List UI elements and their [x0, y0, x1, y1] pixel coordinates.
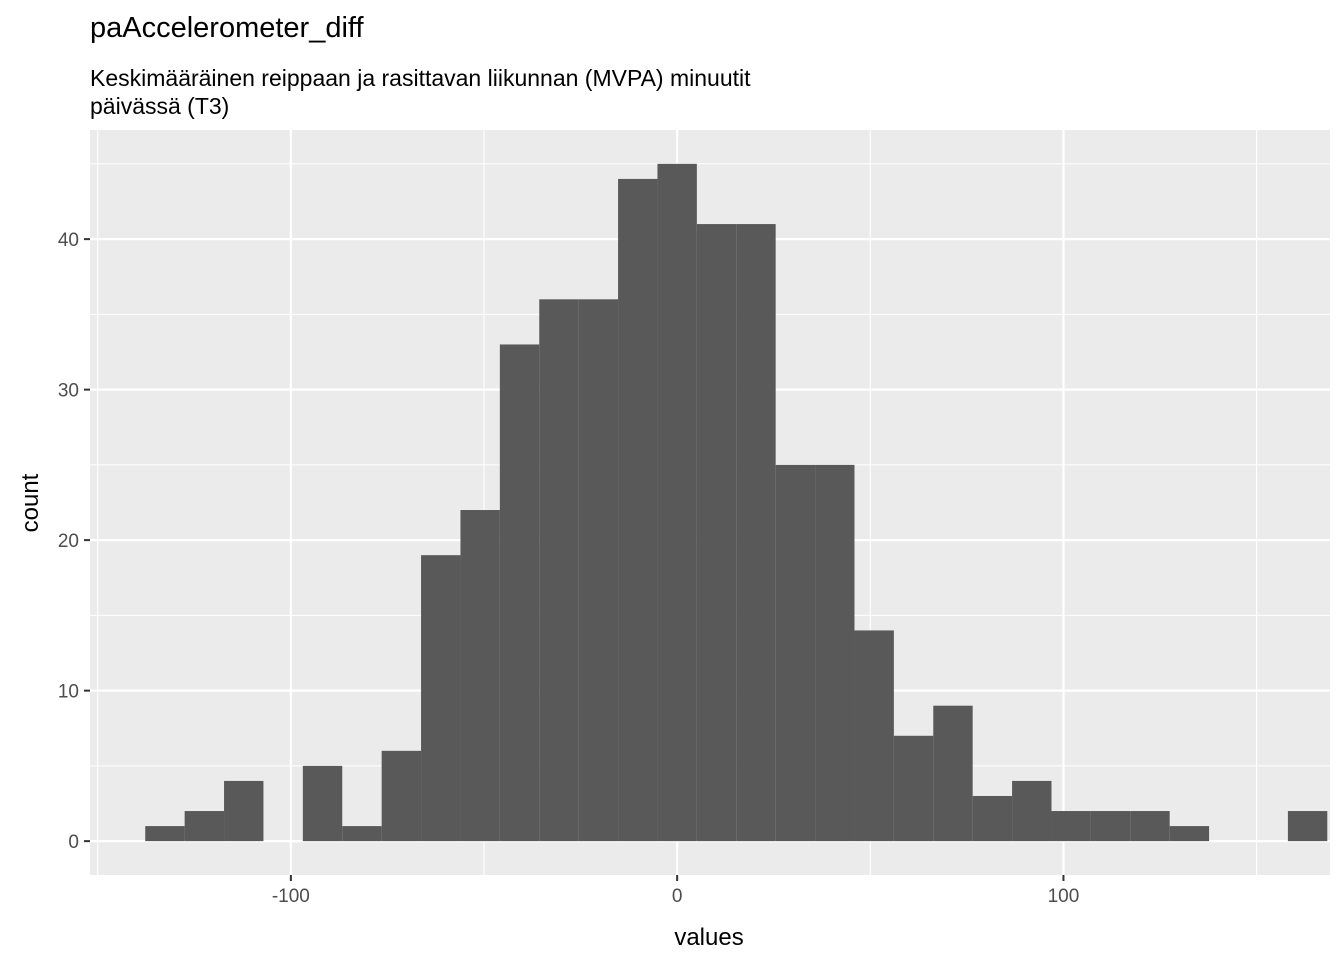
- histogram-bar: [696, 224, 737, 842]
- histogram-bar: [972, 795, 1013, 842]
- histogram-bar: [1169, 826, 1210, 842]
- histogram-bar: [145, 826, 185, 842]
- x-axis: -100 0 100: [272, 875, 1079, 907]
- histogram-bar: [933, 705, 973, 842]
- histogram-bar: [815, 464, 855, 842]
- histogram-bar: [618, 178, 658, 842]
- histogram-bar: [657, 163, 697, 842]
- histogram-bar: [224, 780, 264, 842]
- histogram-bar: [499, 344, 540, 842]
- histogram-bar: [342, 826, 382, 842]
- histogram-bar: [854, 630, 894, 842]
- histogram-bar: [578, 299, 619, 842]
- histogram-bar: [421, 555, 461, 842]
- chart-subtitle: Keskimääräinen reippaan ja rasittavan li…: [90, 64, 910, 120]
- bars: [145, 163, 1328, 842]
- histogram-bar: [893, 735, 934, 842]
- x-axis-title: values: [674, 924, 743, 951]
- y-axis-title: count: [17, 473, 44, 532]
- histogram-bar: [539, 299, 579, 842]
- x-tick-label: 0: [672, 886, 683, 907]
- histogram-bar: [184, 811, 225, 842]
- x-tick-label: 100: [1048, 886, 1080, 907]
- histogram-bar: [1287, 811, 1328, 842]
- histogram-bar: [302, 765, 343, 842]
- chart-subtitle-line-2: päivässä (T3): [90, 93, 230, 119]
- histogram-bar: [736, 224, 776, 842]
- y-tick-label: 40: [58, 230, 79, 251]
- histogram-bar: [1051, 811, 1091, 842]
- y-tick-label: 20: [58, 531, 79, 552]
- histogram-bar: [1012, 780, 1052, 842]
- histogram-bar: [1090, 811, 1131, 842]
- y-tick-label: 10: [58, 682, 79, 703]
- x-tick-label: -100: [272, 886, 310, 907]
- y-axis: 0 10 20 30 40: [58, 230, 90, 853]
- histogram-bar: [381, 750, 422, 842]
- y-tick-label: 0: [68, 832, 79, 853]
- chart-subtitle-line-1: Keskimääräinen reippaan ja rasittavan li…: [90, 65, 751, 91]
- y-tick-label: 30: [58, 381, 79, 402]
- chart-title: paAccelerometer_diff: [90, 12, 364, 44]
- histogram-bar: [460, 510, 500, 842]
- histogram-bar: [775, 464, 816, 842]
- histogram-bar: [1130, 811, 1170, 842]
